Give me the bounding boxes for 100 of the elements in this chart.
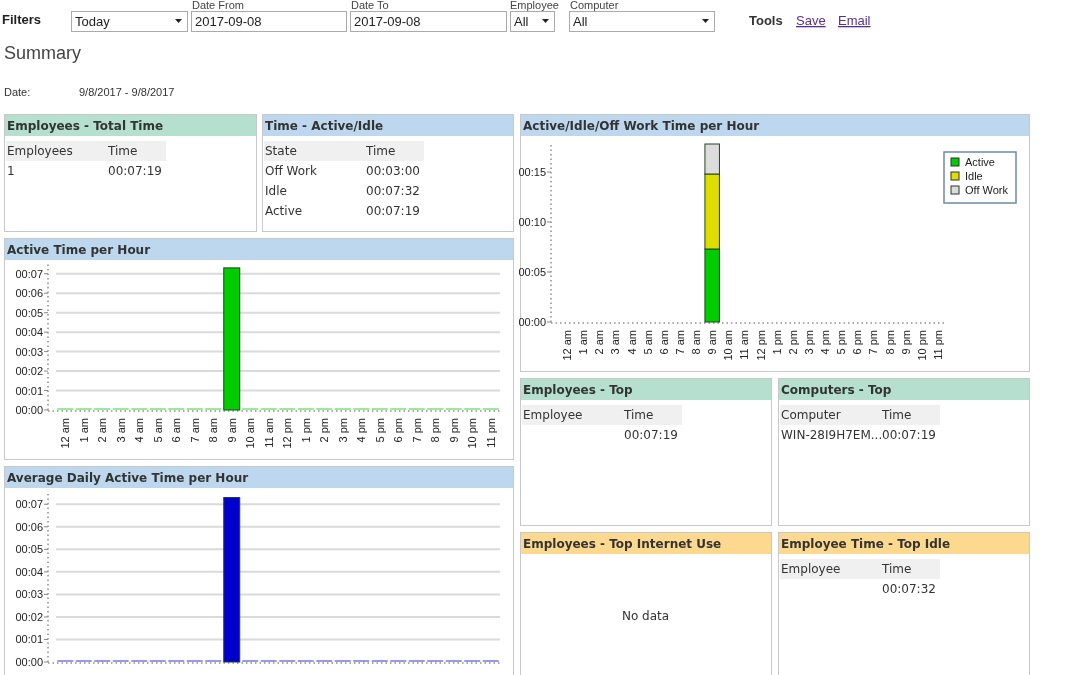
y-tick-label: 00:04 [15, 326, 43, 339]
text: 00:07:32 [366, 184, 420, 198]
text: WIN-28I9H7EM... [781, 428, 883, 442]
x-tick-label: 6 pm [392, 418, 405, 443]
y-tick-label: 00:03 [15, 345, 43, 358]
x-tick-label: 2 pm [318, 418, 331, 443]
text: Time [365, 144, 396, 158]
x-tick-label: 11 am [738, 330, 751, 360]
x-tick-label: 3 pm [802, 330, 815, 355]
x-tick-label: 8 pm [429, 418, 442, 443]
y-tick-label: 00:07 [15, 267, 43, 280]
x-tick-label: 6 pm [851, 330, 864, 355]
x-tick-label: 12 pm [281, 418, 294, 449]
x-tick-label: 6 am [170, 418, 183, 443]
text: Save [796, 13, 826, 28]
x-tick-label: 7 pm [410, 418, 423, 443]
text: Computer [781, 408, 841, 422]
y-tick-label: 00:02 [15, 365, 43, 378]
x-tick-label: 9 am [706, 330, 719, 355]
legend-label: Active [965, 156, 995, 168]
x-tick-label: 7 am [673, 330, 686, 355]
text: 00:07:19 [882, 428, 936, 442]
text: Employee Time - Top Idle [781, 537, 951, 551]
x-tick-label: 3 am [609, 330, 622, 355]
text: 00:07:19 [366, 204, 420, 218]
text: Employee [781, 562, 841, 576]
text: Time [881, 408, 912, 422]
y-tick-label: 00:03 [15, 588, 43, 601]
x-tick-label: 5 pm [373, 418, 386, 443]
y-tick-label: 00:01 [15, 633, 43, 646]
x-tick-label: 9 am [225, 418, 238, 443]
x-tick-label: 7 pm [867, 330, 880, 355]
x-tick-label: 8 am [690, 330, 703, 355]
y-tick-label: 00:06 [15, 287, 43, 300]
text: Computers - Top [781, 383, 892, 397]
x-tick-label: 3 pm [336, 418, 349, 443]
x-tick-label: 8 am [207, 418, 220, 443]
text: Employee [510, 0, 559, 11]
text: Employees - Top Internet Use [523, 537, 722, 551]
text: Active [265, 204, 303, 218]
x-tick-label: 3 am [114, 418, 127, 443]
text: 00:07:19 [108, 164, 162, 178]
y-tick-label: 00:00 [518, 316, 546, 328]
y-tick-label: 00:01 [15, 384, 43, 397]
text: 00:03:00 [366, 164, 420, 178]
text: Employee [523, 408, 583, 422]
chart-title: Average Daily Active Time per Hour [7, 471, 249, 485]
x-tick-label: 11 pm [484, 418, 497, 448]
text: Time [881, 562, 912, 576]
x-tick-label: 1 am [77, 418, 90, 443]
y-tick-label: 00:04 [15, 565, 43, 578]
x-tick-label: 4 pm [819, 330, 832, 355]
text: Employees [7, 144, 73, 158]
y-tick-label: 00:00 [15, 404, 43, 416]
y-tick-label: 00:15 [518, 166, 546, 178]
x-tick-label: 8 pm [883, 330, 896, 355]
x-tick-label: 10 am [722, 330, 735, 361]
text: 2017-09-08 [354, 14, 421, 29]
chart-title: Active Time per Hour [7, 243, 151, 257]
x-tick-label: 10 am [244, 418, 257, 449]
x-tick-label: 1 pm [299, 418, 312, 443]
x-tick-label: 6 am [657, 330, 670, 355]
y-tick-label: 00:10 [518, 216, 546, 228]
text: Time [623, 408, 654, 422]
text: 00:07:19 [624, 428, 678, 442]
x-tick-label: 11 pm [931, 330, 944, 360]
text: Computer [570, 0, 619, 11]
legend-label: Off Work [965, 184, 1009, 196]
y-tick-label: 00:06 [15, 520, 43, 533]
text: Date From [192, 0, 244, 11]
text: Email [838, 13, 871, 28]
text: Tools [749, 13, 783, 28]
text: 9/8/2017 - 9/8/2017 [79, 86, 175, 98]
x-tick-label: 11 am [262, 418, 275, 448]
x-tick-label: 7 am [188, 418, 201, 443]
text: 1 [7, 164, 15, 178]
x-tick-label: 10 pm [915, 330, 928, 361]
text: All [514, 14, 529, 29]
text: Date To [351, 0, 389, 11]
text: Time [107, 144, 138, 158]
legend-label: Idle [965, 170, 983, 182]
x-tick-label: 2 am [96, 418, 109, 443]
text: All [573, 14, 588, 29]
x-tick-label: 1 am [577, 330, 590, 355]
x-tick-label: 12 am [561, 330, 574, 361]
x-tick-label: 4 am [133, 418, 146, 443]
text: Today [75, 14, 111, 29]
y-tick-label: 00:07 [15, 498, 43, 511]
chart-title: Active/Idle/Off Work Time per Hour [523, 119, 760, 133]
y-tick-label: 00:05 [15, 543, 43, 556]
x-tick-label: 12 pm [754, 330, 767, 361]
text: No data [621, 609, 670, 623]
y-tick-label: 00:05 [15, 306, 43, 319]
x-tick-label: 9 pm [447, 418, 460, 443]
x-tick-label: 4 am [625, 330, 638, 355]
x-tick-label: 1 pm [770, 330, 783, 355]
text: Time - Active/Idle [265, 119, 384, 133]
x-tick-label: 10 pm [466, 418, 479, 449]
text: Employees - Top [523, 383, 634, 397]
x-tick-label: 5 am [151, 418, 164, 443]
